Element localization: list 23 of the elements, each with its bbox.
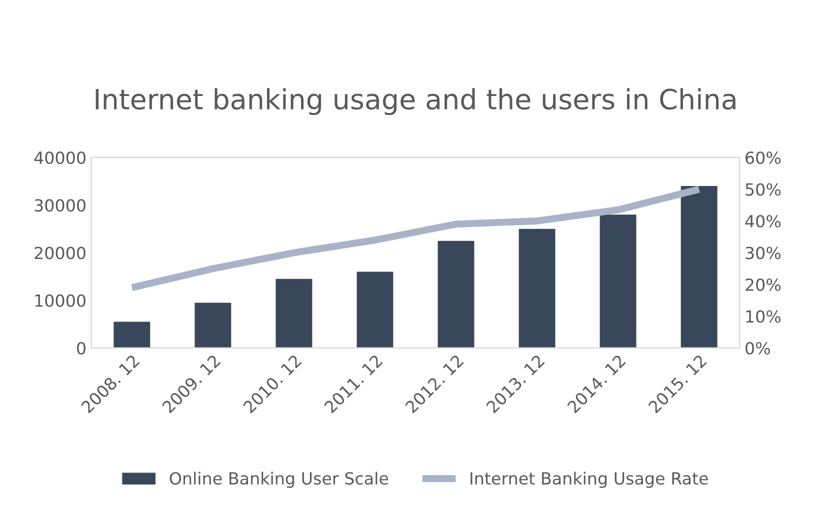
legend-label: Online Banking User Scale [170,472,388,488]
y2-tick-label: 40% [745,214,781,228]
y2-tick-label: 10% [746,310,781,323]
y2-tick-label: 20% [746,278,781,292]
legend-label: Internet Banking Usage Rate [470,472,708,488]
bar [356,272,394,348]
bar [194,302,232,348]
y-tick-label: 30000 [34,199,86,212]
bar [438,240,474,348]
y2-tick-label: 0% [746,342,770,355]
y-tick-label: 0 [77,342,86,355]
chart-title: Internet banking usage and the users in China [96,88,736,116]
y2-tick-label: 60% [746,151,781,164]
y2-tick-label: 50% [746,183,781,196]
y-tick-label: 10000 [35,294,86,307]
bar [600,214,636,348]
y-tick-label: 40000 [34,151,86,164]
bar [276,278,312,348]
bar [114,322,150,348]
y-tick-label: 20000 [34,246,86,260]
bar [680,186,718,348]
bar [518,228,556,348]
y2-tick-label: 30% [746,246,781,260]
